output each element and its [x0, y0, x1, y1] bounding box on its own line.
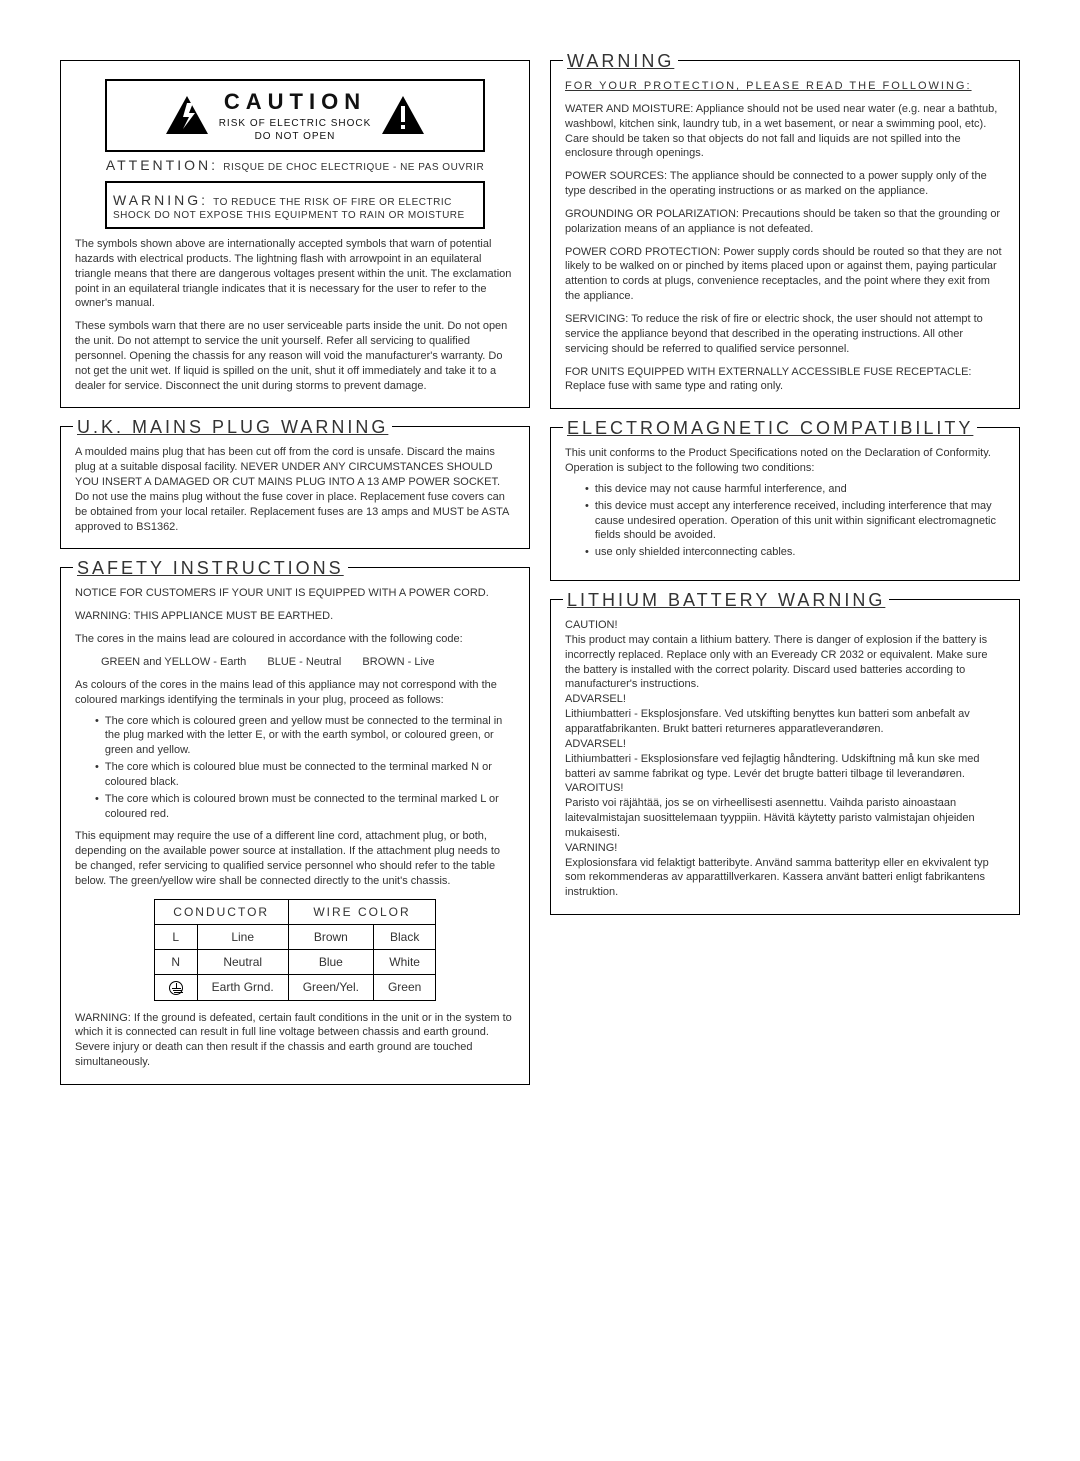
- lithium-caution-body: This product may contain a lithium batte…: [565, 633, 1005, 692]
- safety-colours-intro: As colours of the cores in the mains lea…: [75, 678, 515, 708]
- emc-section: ELECTROMAGNETIC COMPATIBILITY This unit …: [550, 427, 1020, 581]
- earth-symbol-icon: [169, 981, 183, 995]
- lithium-section: LITHIUM BATTERY WARNING CAUTION! This pr…: [550, 599, 1020, 915]
- warning-fuse: FOR UNITS EQUIPPED WITH EXTERNALLY ACCES…: [565, 365, 1005, 395]
- warning-section: WARNING FOR YOUR PROTECTION, PLEASE READ…: [550, 60, 1020, 409]
- warning-water: WATER AND MOISTURE: Appliance should not…: [565, 102, 1005, 161]
- warning-grounding: GROUNDING OR POLARIZATION: Precautions s…: [565, 207, 1005, 237]
- emc-bullets: •this device may not cause harmful inter…: [585, 482, 1005, 560]
- lightning-triangle-icon: [165, 95, 209, 135]
- safety-ground-warning: WARNING: If the ground is defeated, cert…: [75, 1011, 515, 1070]
- lithium-varn-body: Explosionsfara vid felaktigt batteribyte…: [565, 856, 1005, 901]
- lithium-varo-body: Paristo voi räjähtää, jos se on virheell…: [565, 796, 1005, 841]
- caution-section: CAUTION RISK OF ELECTRIC SHOCK DO NOT OP…: [60, 60, 530, 408]
- caution-box: CAUTION RISK OF ELECTRIC SHOCK DO NOT OP…: [105, 79, 485, 152]
- safety-equipment-para: This equipment may require the use of a …: [75, 829, 515, 888]
- service-paragraph: These symbols warn that there are no use…: [75, 319, 515, 393]
- wire-colour-table: CONDUCTOR WIRE COLOR L Line Brown Black …: [154, 899, 437, 1001]
- symbols-paragraph: The symbols shown above are internationa…: [75, 237, 515, 311]
- warning-subhead: FOR YOUR PROTECTION, PLEASE READ THE FOL…: [565, 79, 1005, 94]
- lithium-varo-head: VAROITUS!: [565, 781, 1005, 796]
- lithium-varn-head: VARNING!: [565, 841, 1005, 856]
- warning-power-sources: POWER SOURCES: The appliance should be c…: [565, 169, 1005, 199]
- safety-title: SAFETY INSTRUCTIONS: [73, 556, 348, 580]
- exclamation-triangle-icon: [381, 95, 425, 135]
- warning-title: WARNING: [563, 49, 678, 73]
- table-row: Earth Grnd. Green/Yel. Green: [154, 975, 436, 1000]
- table-row: N Neutral Blue White: [154, 950, 436, 975]
- safety-earthed: WARNING: THIS APPLIANCE MUST BE EARTHED.: [75, 609, 515, 624]
- safety-notice: NOTICE FOR CUSTOMERS IF YOUR UNIT IS EQU…: [75, 586, 515, 601]
- caution-risk: RISK OF ELECTRIC SHOCK: [219, 117, 372, 131]
- emc-title: ELECTROMAGNETIC COMPATIBILITY: [563, 416, 977, 440]
- warning-cord: POWER CORD PROTECTION: Power supply cord…: [565, 245, 1005, 304]
- lithium-adv1-body: Lithiumbatteri - Eksplosjonsfare. Ved ut…: [565, 707, 1005, 737]
- lithium-adv2-head: ADVARSEL!: [565, 737, 1005, 752]
- caution-donotopen: DO NOT OPEN: [219, 130, 372, 144]
- lithium-adv2-body: Lithiumbatteri - Eksplosionsfare ved fej…: [565, 752, 1005, 782]
- lithium-adv1-head: ADVARSEL!: [565, 692, 1005, 707]
- warning-box: WARNING: TO REDUCE THE RISK OF FIRE OR E…: [105, 181, 485, 229]
- wire-colour-codes: GREEN and YELLOW - Earth BLUE - Neutral …: [101, 655, 515, 670]
- emc-intro: This unit conforms to the Product Specif…: [565, 446, 1005, 476]
- lithium-caution-head: CAUTION!: [565, 618, 1005, 633]
- uk-plug-section: U.K. MAINS PLUG WARNING A moulded mains …: [60, 426, 530, 549]
- table-row: L Line Brown Black: [154, 925, 436, 950]
- safety-section: SAFETY INSTRUCTIONS NOTICE FOR CUSTOMERS…: [60, 567, 530, 1084]
- caution-label: CAUTION: [219, 87, 372, 117]
- safety-cores-intro: The cores in the mains lead are coloured…: [75, 632, 515, 647]
- safety-bullets: •The core which is coloured green and ye…: [95, 714, 515, 822]
- lithium-title: LITHIUM BATTERY WARNING: [563, 588, 889, 612]
- attention-line: ATTENTION: RISQUE DE CHOC ELECTRIQUE - N…: [75, 156, 515, 175]
- warning-servicing: SERVICING: To reduce the risk of fire or…: [565, 312, 1005, 357]
- uk-plug-title: U.K. MAINS PLUG WARNING: [73, 415, 392, 439]
- uk-plug-body: A moulded mains plug that has been cut o…: [75, 445, 515, 534]
